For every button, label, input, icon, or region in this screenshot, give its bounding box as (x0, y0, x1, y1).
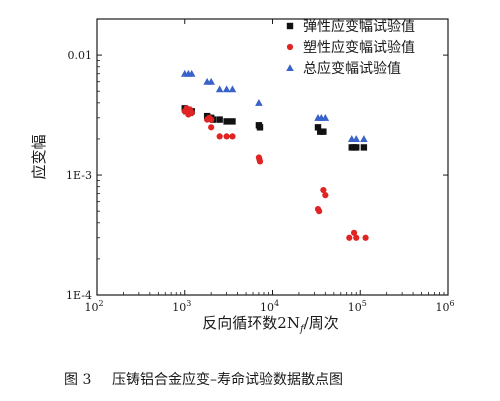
x-axis-title-main: 反向循环数2N (202, 314, 300, 332)
caption-text: 压铸铝合金应变–寿命试验数据散点图 (112, 371, 343, 388)
legend-label: 塑性应变幅试验值 (303, 39, 415, 56)
circle-data-point (322, 192, 329, 199)
x-axis-title-suffix: /周次 (304, 314, 339, 332)
legend-label: 总应变幅试验值 (303, 60, 401, 77)
circle-data-point (362, 234, 369, 241)
y-axis-ticks: 0.01 1E-3 1E-4 (66, 18, 448, 302)
triangle-data-point (360, 135, 368, 142)
circle-data-point (353, 234, 360, 241)
circle-data-point (216, 133, 223, 140)
circle-data-point (229, 133, 236, 140)
square-data-point (223, 118, 230, 125)
figure-caption: 图 3 压铸铝合金应变–寿命试验数据散点图 (64, 371, 343, 388)
y-tick-label: 1E-3 (66, 169, 92, 182)
circle-data-point (316, 208, 323, 215)
y-tick-label: 0.01 (68, 49, 93, 62)
caption-figure-number: 图 3 (64, 372, 91, 388)
circle-data-point (256, 158, 264, 165)
circle-data-point (346, 234, 353, 241)
legend-circle-marker (286, 43, 294, 51)
legend-square-marker (286, 22, 294, 30)
circle-data-point (350, 229, 358, 236)
x-tick-label: 102 (84, 299, 103, 314)
triangle-data-point (352, 135, 361, 142)
square-data-point (216, 116, 223, 123)
x-tick-label: 104 (260, 299, 279, 314)
legend-label: 弹性应变幅试验值 (303, 18, 415, 35)
square-data-point (229, 118, 236, 125)
x-axis-title-subscript: f (299, 324, 306, 335)
legend-triangle-marker (286, 64, 294, 72)
triangle-data-point (255, 99, 263, 106)
x-axis-ticks: 102 103 104 105 106 (84, 19, 455, 314)
plot-area: 102 103 104 105 106 0.01 1E-3 1E-4 (66, 18, 455, 314)
x-axis-title: 反向循环数2Nf/周次 (202, 314, 338, 335)
square-data-point (314, 124, 322, 131)
triangle-data-point (321, 114, 330, 121)
triangle-data-point (215, 85, 224, 93)
triangle-data-point (222, 85, 231, 93)
triangle-data-point (207, 77, 215, 85)
y-axis-title: 应变幅 (30, 134, 48, 179)
y-tick-label: 1E-4 (66, 289, 92, 302)
x-tick-label: 106 (435, 299, 454, 314)
data-points (180, 69, 369, 241)
circle-data-point (188, 109, 195, 116)
circle-data-point (223, 133, 230, 140)
x-tick-label: 105 (348, 299, 367, 314)
triangle-data-point (228, 85, 237, 93)
square-data-point (256, 124, 264, 131)
triangle-data-point (187, 69, 196, 77)
x-tick-label: 103 (172, 299, 191, 314)
circle-data-point (320, 186, 327, 194)
square-data-point (360, 144, 368, 151)
circle-data-point (208, 124, 215, 131)
square-data-point (353, 144, 360, 151)
square-data-point (320, 128, 327, 135)
circle-data-point (208, 116, 215, 123)
